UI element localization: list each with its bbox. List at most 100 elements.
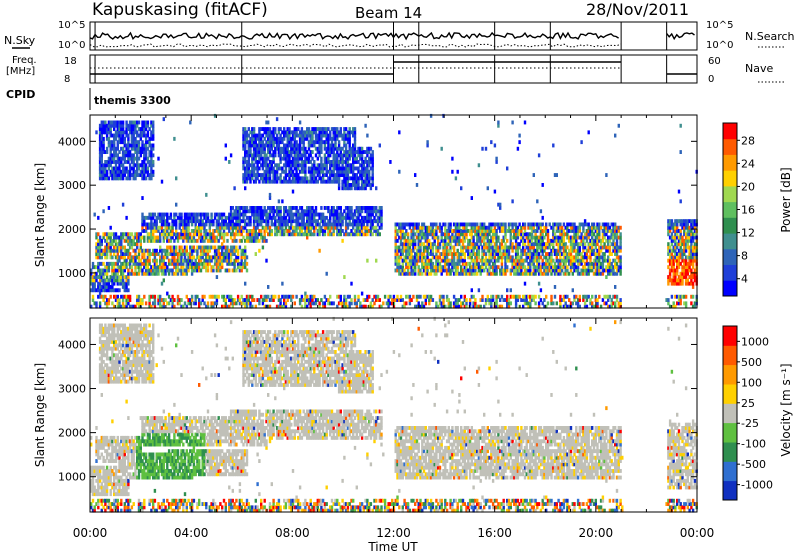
- echo-cell: [321, 133, 325, 138]
- echo-cell: [199, 225, 203, 230]
- echo-cell: [118, 298, 121, 302]
- echo-cell: [339, 166, 342, 171]
- echo-cell: [146, 133, 150, 138]
- echo-cell: [348, 206, 351, 210]
- echo-cell: [408, 258, 412, 263]
- echo-cell: [491, 248, 495, 253]
- echo-cell: [426, 252, 429, 256]
- echo-cell: [265, 160, 268, 164]
- echo-cell: [442, 298, 445, 302]
- echo-cell: [288, 176, 291, 181]
- echo-cell: [330, 209, 334, 214]
- echo-cell: [137, 271, 141, 276]
- echo-cell: [476, 265, 479, 270]
- echo-cell: [288, 133, 291, 138]
- echo-cell: [516, 258, 520, 263]
- echo-cell: [518, 258, 521, 263]
- echo-cell: [281, 130, 284, 135]
- echo-cell: [251, 136, 254, 141]
- echo-cell: [476, 261, 479, 266]
- echo-cell: [162, 268, 165, 273]
- echo-cell: [490, 242, 493, 247]
- echo-cell: [477, 235, 481, 240]
- echo-cell: [291, 130, 295, 135]
- echo-cell: [559, 242, 562, 247]
- echo-cell: [539, 298, 543, 302]
- echo-cell: [125, 248, 128, 253]
- echo-cell: [306, 212, 309, 217]
- echo-cell: [472, 304, 475, 309]
- echo-cell: [236, 248, 240, 253]
- echo-cell: [111, 166, 114, 171]
- echo-cell: [357, 215, 360, 220]
- echo-cell: [313, 225, 316, 230]
- echo-cell: [424, 232, 427, 237]
- echo-cell: [401, 252, 404, 256]
- echo-cell: [176, 238, 180, 243]
- echo-cell: [537, 225, 541, 230]
- echo-cell: [339, 153, 342, 158]
- echo-cell: [470, 222, 473, 227]
- echo-cell: [288, 156, 291, 161]
- echo-cell: [297, 146, 300, 151]
- echo-cell: [116, 160, 119, 164]
- echo-cell: [516, 261, 520, 266]
- echo-cell: [213, 258, 217, 263]
- echo-cell: [254, 140, 257, 145]
- echo-cell: [245, 261, 249, 266]
- echo-cell: [144, 123, 148, 128]
- echo-cell: [252, 153, 256, 158]
- echo-cell: [118, 130, 121, 135]
- echo-cell: [148, 235, 151, 240]
- echo-cell: [144, 301, 148, 306]
- echo-cell: [520, 238, 523, 243]
- echo-cell: [146, 123, 150, 128]
- echo-cell: [210, 268, 213, 273]
- echo-cell: [401, 245, 404, 250]
- echo-cell: [247, 127, 250, 131]
- echo-cell: [111, 265, 114, 270]
- echo-cell: [306, 229, 309, 233]
- echo-cell: [495, 235, 498, 240]
- echo-cell: [463, 222, 466, 227]
- echo-cell: [437, 225, 440, 230]
- echo-cell: [490, 245, 493, 250]
- echo-cell: [148, 255, 151, 260]
- echo-cell: [132, 160, 135, 164]
- echo-cell: [368, 294, 371, 299]
- echo-cell: [325, 136, 328, 141]
- echo-cell: [307, 169, 311, 174]
- echo-cell: [258, 238, 261, 243]
- echo-cell: [307, 225, 311, 230]
- echo-cell: [442, 245, 445, 250]
- echo-cell: [254, 173, 257, 177]
- echo-cell: [440, 232, 443, 237]
- echo-cell: [141, 298, 144, 302]
- echo-cell: [150, 252, 153, 256]
- echo-cell: [267, 176, 270, 181]
- echo-cell: [548, 222, 551, 227]
- echo-cell: [277, 298, 281, 302]
- echo-cell: [532, 242, 535, 247]
- echo-cell: [114, 288, 118, 293]
- echo-cell: [153, 261, 157, 266]
- echo-cell: [557, 258, 560, 263]
- echo-cell: [178, 235, 181, 240]
- echo-cell: [104, 248, 107, 253]
- echo-cell: [265, 173, 268, 177]
- echo-cell: [306, 136, 309, 141]
- echo-cell: [274, 219, 277, 224]
- echo-cell: [252, 166, 256, 171]
- echo-cell: [435, 235, 438, 240]
- echo-cell: [155, 261, 158, 266]
- echo-cell: [175, 225, 178, 230]
- echo-cell: [121, 268, 125, 273]
- echo-cell: [346, 183, 350, 187]
- echo-cell: [178, 252, 181, 256]
- echo-cell: [219, 255, 222, 260]
- echo-cell: [166, 225, 169, 230]
- echo-cell: [483, 268, 486, 273]
- echo-cell: [428, 258, 431, 263]
- echo-cell: [360, 179, 364, 184]
- echo-cell: [403, 232, 406, 237]
